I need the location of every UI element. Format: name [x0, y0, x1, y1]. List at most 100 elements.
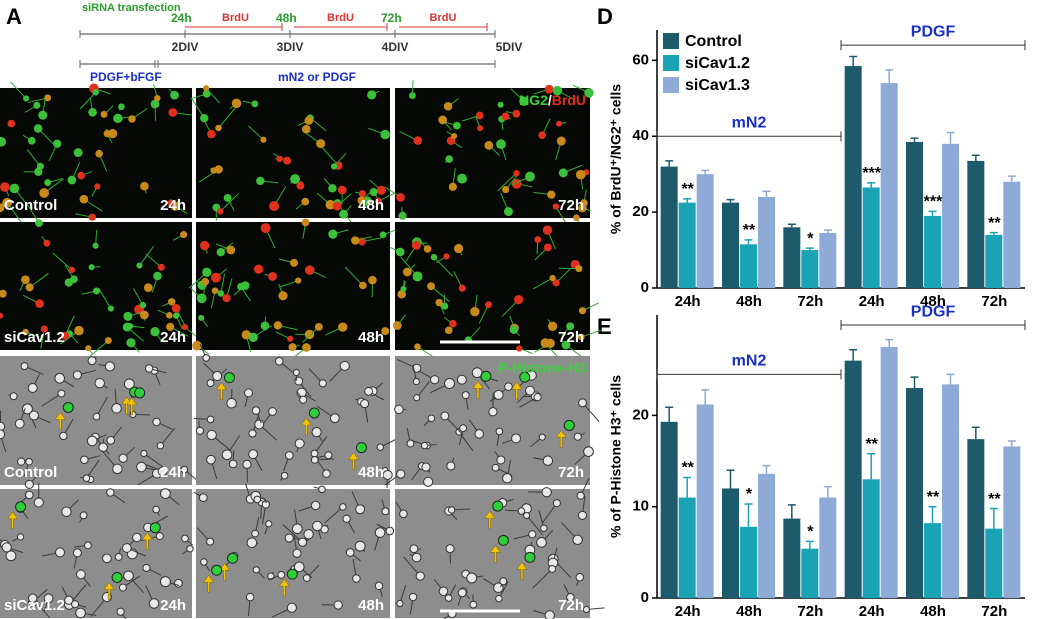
- y-tick-label: 40: [632, 127, 649, 144]
- cell: [543, 243, 552, 252]
- group-bracket: [656, 369, 842, 380]
- cell: [122, 322, 132, 332]
- cell: [517, 507, 526, 515]
- cell: [173, 578, 183, 588]
- cell: [180, 231, 188, 239]
- cell: [485, 301, 492, 309]
- cell: [396, 599, 404, 607]
- error-bar: [885, 69, 894, 84]
- arrow: [472, 380, 484, 399]
- error-bar: [928, 210, 937, 216]
- arrow: [484, 510, 496, 529]
- y-tick-label: 60: [632, 51, 649, 68]
- cell: [107, 305, 114, 312]
- cell: [408, 92, 416, 100]
- cell: [312, 520, 323, 532]
- cell: [94, 183, 101, 190]
- cell: [248, 332, 258, 342]
- arrow: [126, 397, 138, 416]
- cell: [111, 403, 122, 414]
- cell: [242, 459, 252, 469]
- bar: [880, 346, 898, 598]
- cell: [447, 506, 456, 514]
- cell: [198, 314, 205, 321]
- cell: [199, 240, 210, 251]
- cell: [200, 558, 208, 566]
- cell: [27, 136, 36, 145]
- cell: [339, 503, 347, 511]
- cell: [503, 207, 513, 217]
- bar: [1003, 446, 1021, 598]
- cell: [292, 369, 300, 377]
- error-bar: [1007, 440, 1016, 447]
- significance: **: [927, 489, 940, 506]
- process: [205, 87, 220, 104]
- cell: [445, 155, 453, 163]
- cell: [495, 427, 504, 436]
- cell: [406, 439, 415, 448]
- cell: [157, 466, 168, 477]
- cell: [168, 108, 178, 117]
- cell: [22, 328, 29, 336]
- marked-cell: [62, 401, 74, 413]
- cell: [290, 174, 301, 184]
- cell: [228, 459, 238, 469]
- legend-label: siCav1.3: [685, 77, 750, 94]
- marked-cell: [134, 387, 146, 399]
- cell: [566, 322, 575, 331]
- cell: [79, 511, 88, 520]
- cell: [170, 90, 179, 100]
- cell: [310, 500, 321, 511]
- cell: [195, 426, 205, 435]
- cell: [402, 267, 412, 277]
- cell: [511, 433, 521, 444]
- error-bar: [971, 154, 980, 161]
- process: [497, 172, 517, 192]
- group-bracket: [840, 40, 1026, 51]
- error-bar: [1007, 175, 1016, 182]
- cell: [118, 453, 128, 463]
- cell: [304, 329, 315, 340]
- cell: [533, 393, 542, 402]
- pulse-label: BrdU: [327, 12, 354, 24]
- cell: [33, 101, 41, 109]
- cell: [448, 182, 457, 191]
- significance: **: [865, 436, 878, 453]
- cell: [55, 547, 66, 558]
- significance: *: [807, 230, 814, 247]
- x-tick-label: 48h: [920, 293, 946, 310]
- cell: [461, 391, 470, 400]
- cell: [73, 148, 83, 158]
- arrow: [54, 412, 66, 430]
- cell: [20, 362, 29, 371]
- legend-label: Control: [685, 33, 742, 50]
- cell: [457, 588, 467, 598]
- cell: [519, 96, 529, 106]
- marked-cell: [111, 572, 123, 584]
- cell: [576, 491, 585, 500]
- cell: [544, 610, 555, 619]
- bar: [967, 160, 985, 288]
- cell: [392, 321, 402, 330]
- bar: [985, 528, 1003, 598]
- cell: [248, 449, 259, 460]
- cell: [212, 371, 223, 382]
- cell: [542, 225, 553, 235]
- cell: [552, 85, 563, 96]
- cell: [93, 287, 100, 295]
- cell: [121, 543, 132, 553]
- condition-label: Control: [4, 197, 57, 214]
- process: [26, 149, 41, 167]
- cell: [21, 275, 30, 284]
- cell: [582, 605, 590, 613]
- x-tick-label: 72h: [981, 603, 1007, 619]
- cell: [580, 199, 588, 207]
- error-bar: [762, 190, 771, 197]
- cell: [339, 360, 350, 371]
- error-bar: [665, 160, 674, 167]
- error-bar: [744, 503, 753, 527]
- cell: [0, 429, 6, 440]
- cell: [251, 100, 259, 108]
- marked-cell: [211, 564, 223, 576]
- cell: [104, 337, 112, 345]
